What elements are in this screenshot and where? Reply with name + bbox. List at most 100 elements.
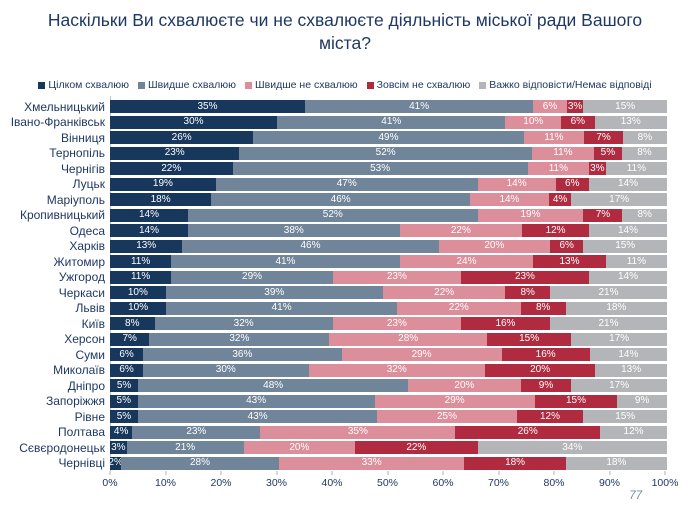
bar-segment-value: 8% xyxy=(637,131,653,143)
bar-segment-value: 7% xyxy=(596,131,611,143)
bar-segment-value: 17% xyxy=(609,333,630,345)
stacked-bar: 5% 48% 20% 9% 17% xyxy=(110,379,667,393)
bar-segment-value: 29% xyxy=(444,395,465,407)
bar-segment: 49% xyxy=(253,131,524,145)
bar-segment-value: 22% xyxy=(448,302,469,314)
legend-label: Швидше не схвалюю xyxy=(255,79,358,91)
bar-segment-value: 3% xyxy=(111,441,126,453)
page-number: 77 xyxy=(629,490,642,502)
bar-segment-value: 41% xyxy=(409,100,430,112)
chart-row: Одеса 14% 38% 22% 12% 14% xyxy=(2,223,667,239)
bar-segment-value: 7% xyxy=(595,209,611,221)
bar-segment: 24% xyxy=(399,255,534,269)
bar-segment-value: 11% xyxy=(130,255,151,267)
bar-segment-value: 10% xyxy=(127,286,148,298)
bar-segment-value: 19% xyxy=(520,209,541,221)
bar-segment: 17% xyxy=(571,379,667,393)
bar-segment: 20% xyxy=(484,363,596,377)
x-axis-tick-label: 90% xyxy=(598,477,621,489)
bar-segment: 5% xyxy=(593,146,622,160)
chart-row: Миколаїв 6% 30% 32% 20% 13% xyxy=(2,363,667,379)
category-label: Ужгород xyxy=(58,270,105,285)
chart-legend: Цілком схвалюю Швидше схвалюю Швидше не сх… xyxy=(0,79,690,91)
bar-segment: 8% xyxy=(520,301,566,315)
bar-segment: 7% xyxy=(583,208,623,222)
bar-segment-value: 15% xyxy=(615,410,636,422)
bar-segment: 29% xyxy=(171,270,333,284)
stacked-bar: 11% 29% 23% 23% 14% xyxy=(110,270,667,284)
chart-row: Маріуполь 18% 46% 14% 4% 17% xyxy=(2,192,667,208)
category-label: Київ xyxy=(81,316,105,331)
bar-segment: 18% xyxy=(464,456,566,470)
bar-segment: 26% xyxy=(455,425,601,439)
chart-row: Черкаси 10% 39% 22% 8% 21% xyxy=(2,285,667,301)
bar-segment: 29% xyxy=(374,394,535,408)
chart-row: Дніпро 5% 48% 20% 9% 17% xyxy=(2,378,667,394)
bar-segment: 12% xyxy=(516,410,584,424)
bar-segment-value: 23% xyxy=(514,271,535,283)
bar-segment: 34% xyxy=(477,441,667,455)
x-axis-tick xyxy=(498,471,499,475)
bar-segment-value: 8% xyxy=(637,147,652,159)
chart-row: Луцьк 19% 47% 14% 6% 14% xyxy=(2,177,667,193)
bar-segment-value: 11% xyxy=(544,131,564,143)
legend-swatch-icon xyxy=(245,81,253,89)
bar-segment-value: 29% xyxy=(242,271,263,283)
legend-swatch-icon xyxy=(479,81,487,89)
bar-segment: 11% xyxy=(527,162,589,176)
chart-row: Вінниця 26% 49% 11% 7% 8% xyxy=(2,130,667,146)
chart-rows: Хмельницький 35% 41% 6% 3% 15% Івано-Франківсь… xyxy=(2,96,667,471)
chart-row: Івано-Франківськ 30% 41% 10% 6% 13% xyxy=(2,115,667,131)
bar-segment-value: 14% xyxy=(506,178,527,190)
legend-item: Швидше схвалюю xyxy=(137,79,236,91)
bar-segment: 52% xyxy=(239,146,532,160)
bar-segment-value: 6% xyxy=(559,240,574,252)
bar-segment-value: 20% xyxy=(484,240,505,252)
bar-segment: 17% xyxy=(571,332,667,346)
bar-segment: 23% xyxy=(132,425,261,439)
bar-segment-value: 23% xyxy=(386,317,407,329)
bar-segment-value: 15% xyxy=(615,240,636,252)
category-label: Харків xyxy=(69,239,105,254)
category-label: Житомир xyxy=(53,254,105,269)
bar-segment-value: 6% xyxy=(542,100,558,112)
bar-segment-value: 30% xyxy=(215,364,236,376)
bar-segment: 14% xyxy=(588,224,667,238)
bar-segment: 28% xyxy=(121,456,279,470)
bar-segment: 15% xyxy=(534,394,618,408)
bar-segment-value: 32% xyxy=(386,364,407,376)
bar-segment: 15% xyxy=(583,410,667,424)
chart-row: Запоріжжя 5% 43% 29% 15% 9% xyxy=(2,394,667,410)
bar-segment: 5% xyxy=(110,394,138,408)
bar-segment: 21% xyxy=(549,286,667,300)
chart-row: Хмельницький 35% 41% 6% 3% 15% xyxy=(2,99,667,115)
bar-segment: 32% xyxy=(149,332,330,346)
bar-segment-value: 14% xyxy=(138,209,159,221)
bar-segment: 6% xyxy=(561,115,595,129)
bar-segment: 22% xyxy=(399,224,523,238)
bar-segment: 11% xyxy=(110,270,172,284)
bar-segment-value: 8% xyxy=(637,209,652,221)
bar-segment: 8% xyxy=(505,286,550,300)
bar-segment: 19% xyxy=(477,208,584,222)
stacked-bar: 2% 28% 33% 18% 18% xyxy=(108,456,667,470)
bar-segment: 30% xyxy=(110,115,278,129)
bar-segment: 15% xyxy=(486,332,572,346)
bar-segment-value: 16% xyxy=(535,348,556,360)
bar-segment: 12% xyxy=(600,425,667,439)
bar-segment-value: 11% xyxy=(626,162,646,174)
bar-segment: 8% xyxy=(622,131,667,145)
x-axis-tick xyxy=(220,471,222,475)
bar-segment: 13% xyxy=(533,255,606,269)
legend-item: Зовсім не схвалюю xyxy=(366,79,470,91)
chart-row: Рівне 5% 43% 25% 12% 15% xyxy=(2,409,667,425)
stacked-bar: 5% 43% 25% 12% 15% xyxy=(110,410,667,424)
chart-row: Харків 13% 46% 20% 6% 15% xyxy=(2,239,667,255)
bar-segment-value: 41% xyxy=(271,302,292,314)
bar-segment: 46% xyxy=(211,193,471,207)
bar-segment: 10% xyxy=(505,115,562,129)
stacked-bar: 7% 32% 28% 15% 17% xyxy=(110,332,667,346)
bar-segment-value: 43% xyxy=(247,410,268,422)
bar-segment-value: 13% xyxy=(559,255,580,267)
